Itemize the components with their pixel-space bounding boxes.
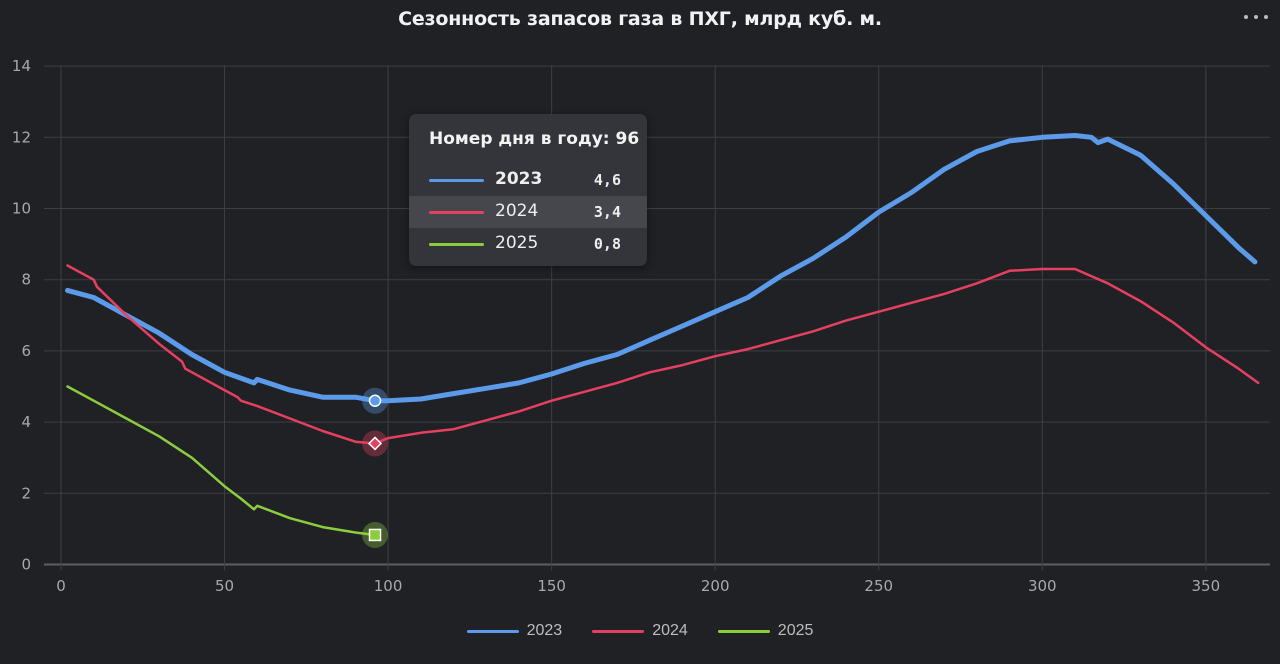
hover-markers [362, 387, 389, 548]
legend-item-2025[interactable]: 2025 [717, 622, 814, 640]
tooltip-row-2025: 2025 0,8 [409, 228, 647, 260]
series-lines [65, 133, 1260, 537]
tooltip-heading: Номер дня в году: 96 [429, 129, 640, 149]
svg-text:150: 150 [537, 577, 566, 595]
line-swatch-icon [429, 243, 484, 246]
tooltip-series-name: 2023 [495, 169, 543, 189]
svg-text:2: 2 [21, 484, 31, 502]
line-swatch-icon [429, 179, 484, 182]
legend-item-2023[interactable]: 2023 [466, 622, 563, 640]
svg-text:0: 0 [21, 556, 31, 574]
legend-label: 2023 [526, 622, 563, 639]
tooltip-series-name: 2025 [495, 233, 539, 253]
tooltip-series-value: 4,6 [593, 171, 621, 189]
tooltip: Номер дня в году: 96 2023 4,6 2024 3,4 2… [409, 114, 647, 266]
svg-text:8: 8 [21, 271, 31, 289]
line-swatch-icon [717, 629, 770, 633]
grid-lines [44, 65, 1270, 571]
legend: 2023 2024 2025 [0, 622, 1280, 640]
svg-text:300: 300 [1028, 577, 1057, 595]
svg-text:4: 4 [21, 413, 31, 431]
more-horizontal-icon[interactable] [1244, 8, 1268, 26]
line-swatch-icon [592, 629, 645, 633]
legend-item-2024[interactable]: 2024 [592, 622, 688, 640]
svg-text:200: 200 [701, 577, 730, 595]
tooltip-row-2023: 2023 4,6 [409, 164, 647, 196]
line-swatch-icon [429, 211, 484, 214]
svg-text:14: 14 [12, 57, 31, 75]
svg-text:350: 350 [1192, 577, 1221, 595]
svg-text:250: 250 [864, 577, 893, 595]
svg-text:12: 12 [12, 128, 31, 146]
tooltip-series-value: 3,4 [593, 203, 621, 221]
legend-label: 2024 [652, 622, 688, 639]
line-swatch-icon [466, 629, 519, 633]
legend-label: 2025 [777, 622, 814, 639]
tooltip-series-name: 2024 [495, 201, 539, 221]
x-axis-labels: 0 50 100 150 200 250 300 350 [56, 577, 1220, 595]
chart-title: Сезонность запасов газа в ПХГ, млрд куб.… [398, 8, 882, 30]
svg-text:10: 10 [12, 200, 31, 218]
svg-text:100: 100 [374, 577, 403, 595]
tooltip-row-2024: 2024 3,4 [409, 196, 647, 228]
svg-text:0: 0 [56, 577, 66, 595]
svg-text:50: 50 [215, 577, 234, 595]
tooltip-series-value: 0,8 [593, 235, 621, 253]
svg-text:6: 6 [21, 342, 31, 360]
y-axis-labels: 0 2 4 6 8 10 12 14 [12, 57, 31, 573]
